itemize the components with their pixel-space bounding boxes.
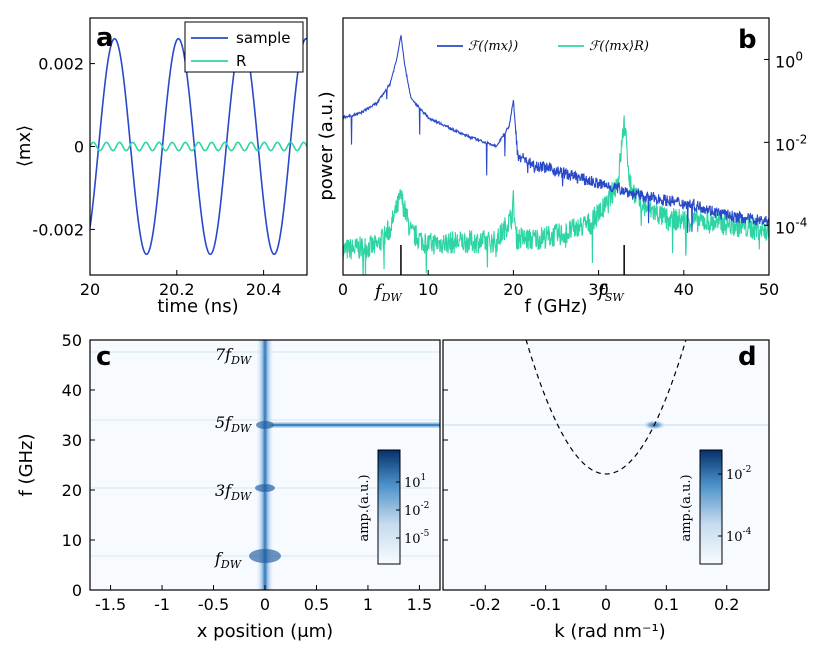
- colorbar-tick-label: 10-4: [726, 527, 752, 545]
- colorbar-c: [377, 449, 401, 565]
- panel-b-legend: ℱ(⟨mx⟩) ℱ(⟨mx⟩R): [437, 39, 649, 54]
- panel-c-colorbar: amp.(a.u.) 101 10-2 10-5: [357, 449, 430, 565]
- colorbar-d: [699, 449, 723, 565]
- panel-a-ticks: 20 20.2 20.4 0.002 0 -0.002: [32, 55, 281, 299]
- legend-label-sample: sample: [236, 29, 291, 47]
- x-tick-label: 20.4: [246, 280, 282, 299]
- x-tick-label: 0.2: [714, 595, 739, 614]
- hotspot: [255, 484, 275, 492]
- panel-b-xlabel: f (GHz): [524, 296, 587, 317]
- series-line-sample: [90, 37, 307, 256]
- y-tick-label: 40: [62, 381, 82, 400]
- spectrum-line-0: [343, 35, 769, 233]
- colorbar-tick-label: 101: [404, 473, 426, 491]
- y-tick-label: 10: [62, 531, 82, 550]
- panel-c-xlabel: x position (μm): [197, 621, 333, 642]
- y-tick-label: 20: [62, 481, 82, 500]
- x-tick-label: 0: [260, 595, 270, 614]
- domain-wall-stripe: [256, 340, 274, 590]
- x-tick-label: 30: [588, 280, 608, 299]
- panel-d: -0.2 -0.1 0 0.1 0.2 d k (rad nm⁻¹) amp.(a.u.…: [442, 339, 770, 642]
- x-tick-label: 0: [338, 280, 348, 299]
- panel-b-ticks: 0 10 20 30 40 50 100 10-2 10-4: [338, 49, 807, 299]
- panel-d-label: d: [738, 342, 757, 372]
- panel-d-ticks: -0.2 -0.1 0 0.1 0.2: [443, 339, 739, 614]
- annotation-3fdw: 3fDW: [215, 481, 253, 503]
- horizontal-mode-line: [443, 424, 769, 426]
- panel-a-ylabel: ⟨mx⟩: [14, 125, 35, 167]
- panel-d-xlabel: k (rad nm⁻¹): [554, 621, 665, 642]
- heatmap-hotspots: [249, 421, 281, 563]
- y-tick-label: 0: [74, 138, 84, 157]
- annotation-5fdw: 5fDW: [215, 413, 253, 435]
- legend-label-fourier-r: ℱ(⟨mx⟩R): [589, 39, 649, 54]
- x-tick-label: -1: [154, 595, 170, 614]
- panel-c-ticks: -1.5 -1 -0.5 0 0.5 1 1.5 0 10 20 30 40 50: [62, 331, 432, 614]
- x-tick-label: 1.5: [407, 595, 432, 614]
- x-tick-label: -0.1: [530, 595, 561, 614]
- colorbar-d-label: amp.(a.u.): [679, 474, 694, 541]
- panel-c-label: c: [96, 342, 111, 372]
- x-tick-label: 1: [363, 595, 373, 614]
- colorbar-tick-label: 10-5: [404, 529, 430, 547]
- colorbar-tick-label: 10-2: [726, 465, 751, 483]
- x-tick-label: -1.5: [95, 595, 126, 614]
- panel-a-xlabel: time (ns): [157, 296, 238, 317]
- spectrum-line-1: [343, 115, 769, 275]
- x-tick-label: 20: [80, 280, 100, 299]
- panel-c: -1.5 -1 -0.5 0 0.5 1 1.5 0 10 20 30 40 50 7fDW 5fDW 3f…: [16, 331, 441, 642]
- x-tick-label: 20.2: [159, 280, 195, 299]
- panel-b: 0 10 20 30 40 50 100 10-2 10-4 b f (GHz) power (…: [316, 17, 807, 317]
- x-tick-label: 40: [674, 280, 694, 299]
- x-tick-label: 50: [759, 280, 779, 299]
- panel-a-legend: sample R: [184, 21, 304, 73]
- y-tick-label: 100: [775, 49, 803, 71]
- annotation-7fdw: 7fDW: [215, 345, 253, 367]
- y-tick-label: 30: [62, 431, 82, 450]
- y-tick-label: 0.002: [38, 55, 84, 74]
- hotspot: [249, 549, 281, 563]
- x-tick-label: 0.1: [654, 595, 679, 614]
- panel-b-frame: [342, 17, 770, 276]
- annotation-f-dw: fDW: [373, 281, 403, 304]
- legend-label-fourier-sample: ℱ(⟨mx⟩): [468, 39, 518, 54]
- panel-c-ylabel: f (GHz): [16, 433, 37, 496]
- annotation-f-sw: fSW: [596, 281, 625, 304]
- colorbar-c-label: amp.(a.u.): [357, 474, 372, 541]
- legend-box: [184, 21, 304, 73]
- series-line-r: [90, 141, 307, 152]
- colorbar-c-ticks: 101 10-2 10-5: [396, 473, 430, 547]
- hotspot: [256, 421, 274, 429]
- panel-d-colorbar: amp.(a.u.) 10-2 10-4: [679, 449, 752, 565]
- y-tick-label: 50: [62, 331, 82, 350]
- y-tick-label: 10-2: [775, 132, 807, 154]
- panel-a-label: a: [96, 23, 114, 53]
- x-tick-label: 0: [601, 595, 611, 614]
- x-tick-label: 0.5: [304, 595, 329, 614]
- colorbar-d-ticks: 10-2 10-4: [718, 465, 752, 545]
- legend-label-r: R: [236, 52, 246, 70]
- x-tick-label: 10: [418, 280, 438, 299]
- y-tick-label: 10-4: [775, 215, 807, 237]
- y-tick-label: 0: [72, 581, 82, 600]
- x-tick-label: 20: [503, 280, 523, 299]
- panel-c-annotations: 7fDW 5fDW 3fDW fDW: [214, 345, 253, 571]
- y-tick-label: -0.002: [32, 220, 84, 239]
- panel-b-label: b: [738, 25, 757, 55]
- dispersion-curve: [525, 340, 687, 475]
- annotation-fdw: fDW: [214, 549, 243, 571]
- spin-wave-band-core: [265, 424, 440, 426]
- x-tick-label: -0.2: [470, 595, 501, 614]
- colorbar-tick-label: 10-2: [404, 501, 429, 519]
- panel-b-curves: [343, 35, 769, 275]
- x-tick-label: -0.5: [198, 595, 229, 614]
- panel-a-curves: [90, 37, 307, 256]
- panel-b-ylabel: power (a.u.): [316, 91, 337, 200]
